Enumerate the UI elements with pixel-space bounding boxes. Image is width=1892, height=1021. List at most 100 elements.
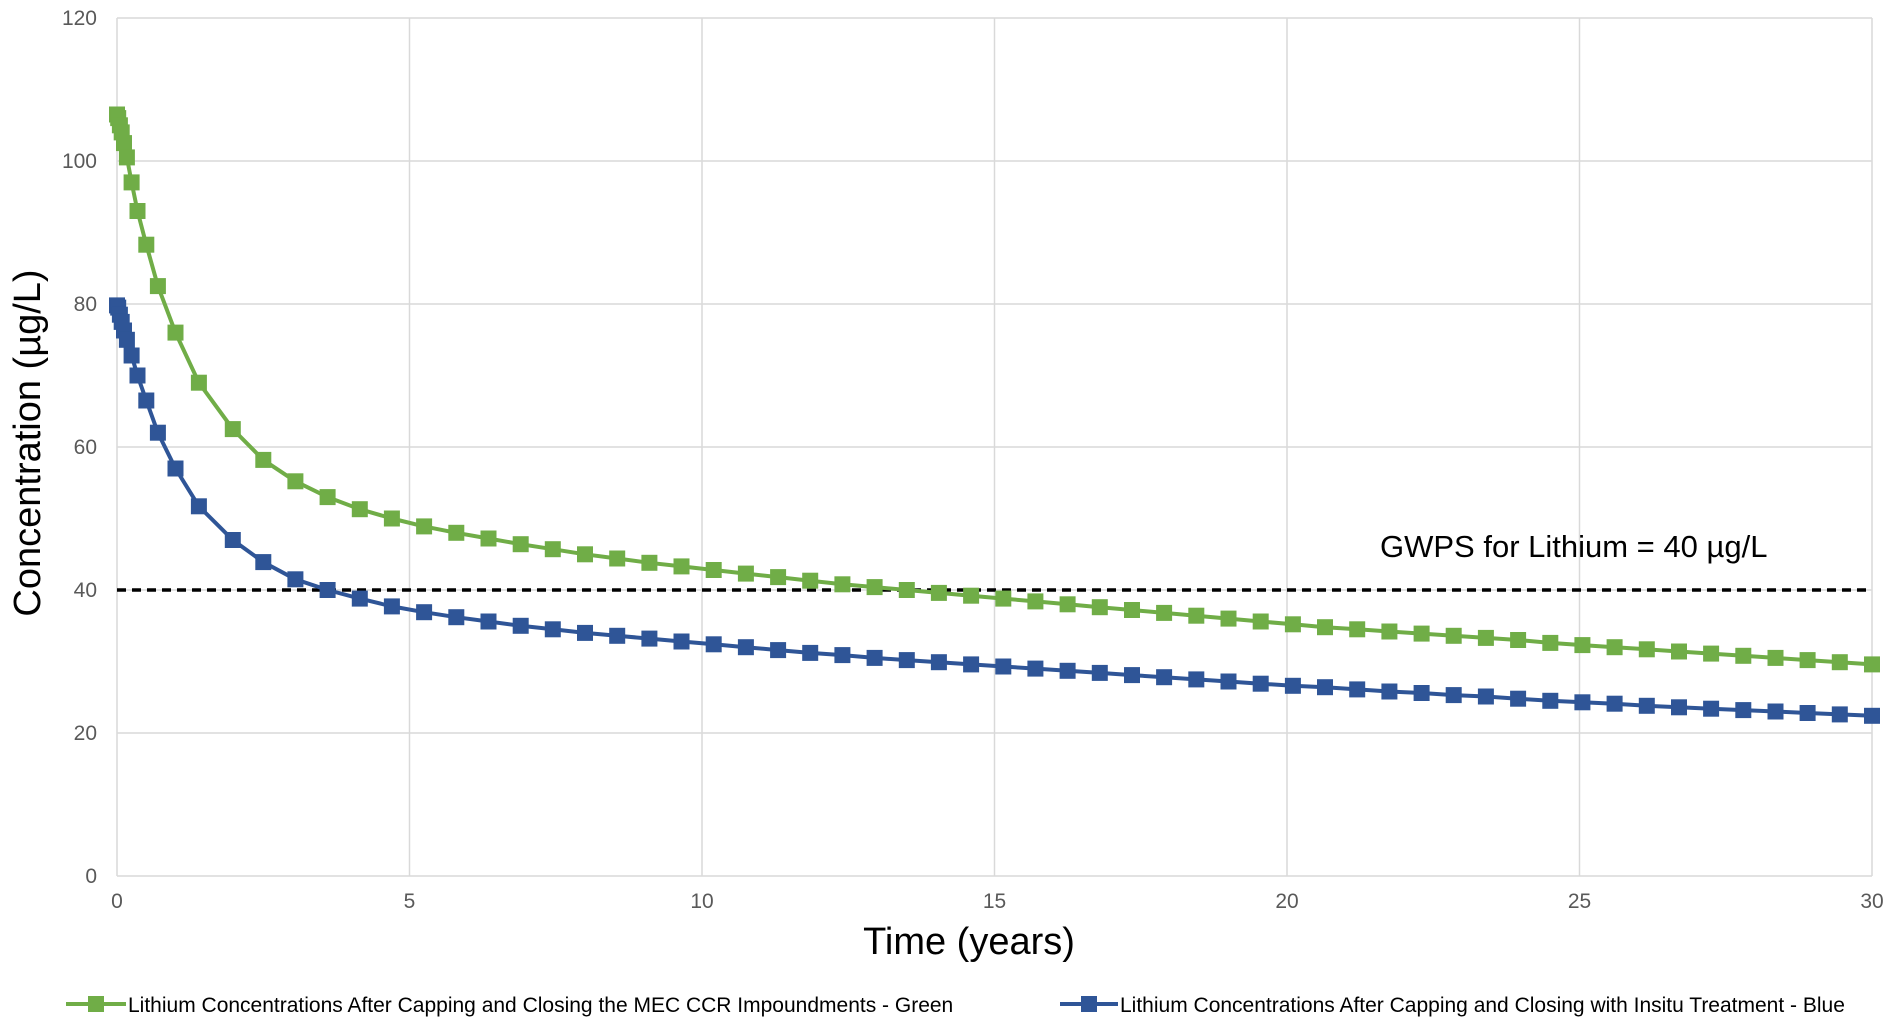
data-point xyxy=(512,617,529,634)
data-point xyxy=(1638,697,1655,714)
data-point xyxy=(138,236,155,253)
data-point xyxy=(1831,654,1848,671)
data-point xyxy=(1606,639,1623,656)
data-point xyxy=(319,489,336,506)
data-point xyxy=(1735,647,1752,664)
data-point xyxy=(448,524,465,541)
y-tick-label: 60 xyxy=(74,436,97,459)
gwps-annotation: GWPS for Lithium = 40 µg/L xyxy=(1380,529,1767,564)
legend-item-green[interactable]: Lithium Concentrations After Capping and… xyxy=(66,994,953,1017)
data-point xyxy=(1767,649,1784,666)
y-tick-label: 100 xyxy=(62,150,97,173)
data-point xyxy=(123,174,140,191)
data-point xyxy=(116,135,132,152)
data-point xyxy=(1220,673,1237,690)
data-point xyxy=(224,421,241,438)
gridlines xyxy=(116,17,1873,877)
data-point xyxy=(1606,695,1623,712)
data-point xyxy=(1349,621,1366,638)
data-point xyxy=(1413,625,1430,642)
y-tick-label: 0 xyxy=(85,865,97,888)
data-point xyxy=(1252,675,1269,692)
data-point xyxy=(416,518,433,535)
data-point xyxy=(737,565,754,582)
data-point xyxy=(129,367,146,384)
data-point xyxy=(544,541,561,558)
data-point xyxy=(1220,610,1237,627)
data-point xyxy=(641,554,658,571)
data-point xyxy=(1542,634,1559,651)
x-tick-label: 25 xyxy=(1568,890,1591,913)
legend-swatch-blue-marker xyxy=(1081,996,1097,1012)
data-point xyxy=(866,649,883,666)
data-point xyxy=(287,473,304,490)
series-line xyxy=(115,113,1873,667)
data-point xyxy=(963,656,980,673)
data-point xyxy=(1671,699,1687,716)
x-tick-label: 0 xyxy=(111,890,123,913)
data-point xyxy=(1027,660,1044,677)
data-point xyxy=(351,501,368,518)
data-point xyxy=(1091,599,1108,616)
data-point xyxy=(802,572,819,589)
data-point xyxy=(705,636,722,653)
data-point xyxy=(1059,662,1076,679)
data-point xyxy=(1510,632,1527,648)
data-point xyxy=(770,569,787,586)
axis-ticks: 0 20 40 60 80 100 120 0 5 10 15 20 25 30 xyxy=(62,7,1884,913)
data-point xyxy=(1542,692,1559,709)
y-tick-label: 120 xyxy=(62,7,97,30)
data-point xyxy=(1864,707,1880,724)
y-tick-label: 20 xyxy=(74,722,97,745)
data-point xyxy=(149,424,166,441)
data-point xyxy=(1445,687,1462,704)
series-line xyxy=(115,304,1873,718)
data-point xyxy=(1510,690,1527,707)
legend-label-blue: Lithium Concentrations After Capping and… xyxy=(1120,994,1845,1017)
data-point xyxy=(1574,694,1591,711)
data-point xyxy=(1638,641,1655,658)
data-point xyxy=(167,324,184,341)
data-point xyxy=(190,374,207,391)
data-point xyxy=(118,149,135,166)
data-point xyxy=(963,587,980,604)
data-point xyxy=(138,392,155,409)
data-point xyxy=(1059,596,1076,613)
data-point xyxy=(1156,604,1173,621)
data-point xyxy=(1703,700,1720,717)
data-point xyxy=(1381,623,1398,640)
data-point xyxy=(129,203,146,219)
data-point xyxy=(770,642,787,659)
data-point xyxy=(1317,619,1333,636)
data-point xyxy=(255,451,272,468)
data-point xyxy=(544,621,561,638)
data-point xyxy=(1767,703,1784,720)
data-point xyxy=(1124,667,1140,684)
series-group xyxy=(109,106,1880,724)
data-point xyxy=(1477,688,1494,705)
data-point xyxy=(866,579,883,596)
data-point xyxy=(1799,652,1816,669)
data-point xyxy=(167,460,184,477)
legend-item-blue[interactable]: Lithium Concentrations After Capping and… xyxy=(1060,994,1845,1017)
data-point xyxy=(224,532,241,548)
data-point xyxy=(1703,645,1720,662)
series-blue xyxy=(109,297,1880,724)
y-axis-title: Concentration (µg/L) xyxy=(7,269,49,616)
data-point xyxy=(1252,613,1269,630)
data-point xyxy=(287,571,304,588)
data-point xyxy=(149,278,166,295)
data-point xyxy=(1864,656,1880,673)
data-point xyxy=(673,633,690,650)
data-point xyxy=(705,562,722,578)
data-point xyxy=(383,510,400,527)
x-tick-label: 10 xyxy=(690,890,713,913)
data-point xyxy=(1284,677,1301,694)
data-point xyxy=(898,582,915,598)
data-point xyxy=(930,654,947,671)
data-point xyxy=(123,347,140,364)
y-tick-label: 80 xyxy=(74,293,97,316)
data-point xyxy=(1188,671,1205,688)
data-point xyxy=(1156,669,1173,686)
